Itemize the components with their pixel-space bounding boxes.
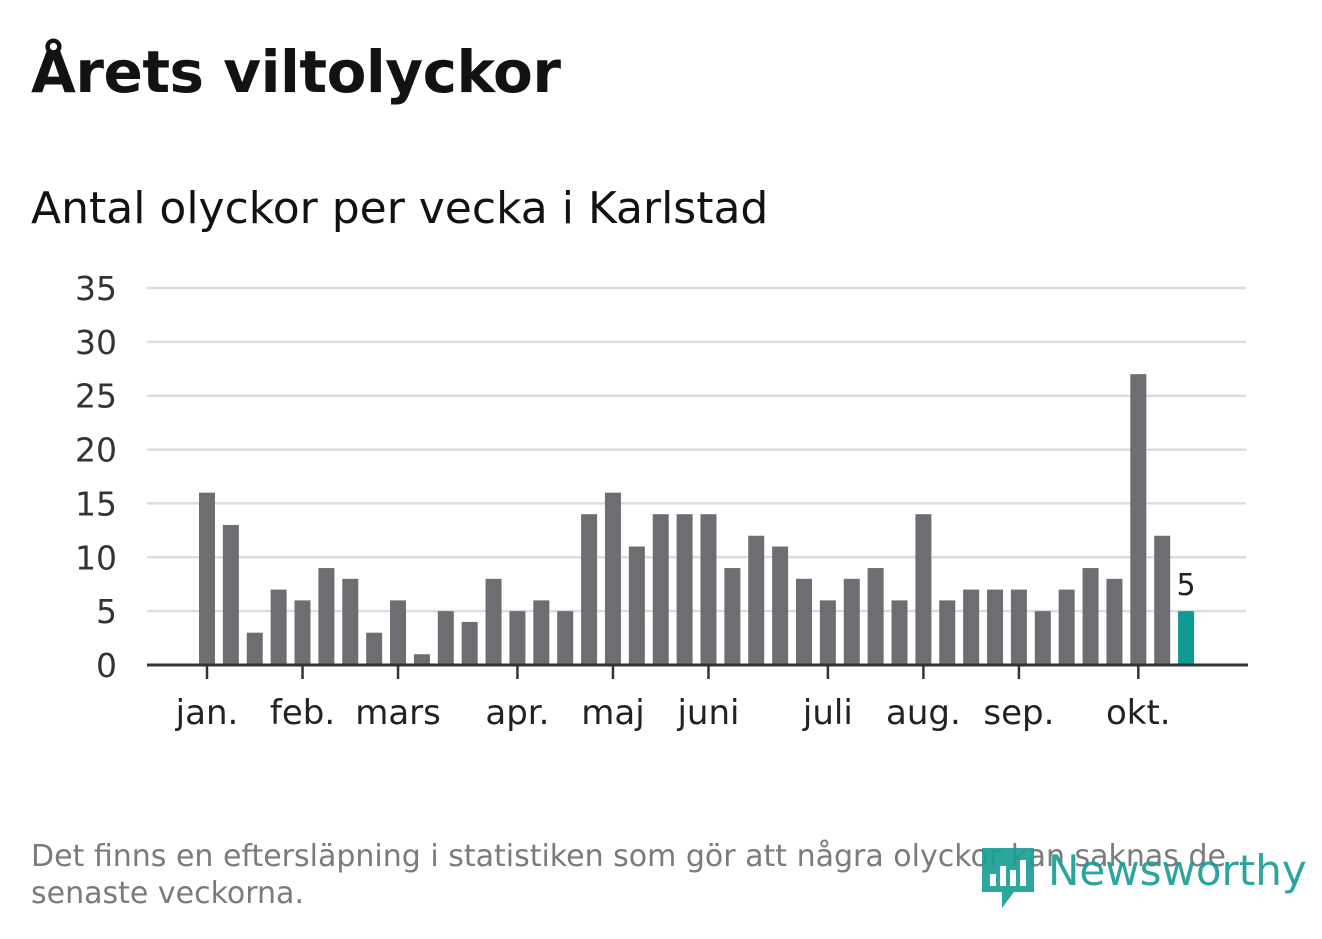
bar <box>867 568 884 665</box>
x-tick-label: sep. <box>983 693 1054 733</box>
bar <box>652 514 669 665</box>
x-tick-label: juli <box>802 693 853 733</box>
bar <box>1010 589 1027 665</box>
y-tick-label: 25 <box>75 377 117 416</box>
bar <box>509 611 526 665</box>
bar <box>390 600 407 665</box>
x-axis-ticks: jan. feb. mars apr. maj juni juli aug. sep. okt. <box>175 665 1171 733</box>
x-tick-label: apr. <box>485 693 549 733</box>
y-tick-label: 30 <box>75 323 117 362</box>
bar-highlight <box>1178 611 1195 665</box>
bar <box>318 568 335 665</box>
y-tick-label: 20 <box>75 431 117 470</box>
bar <box>819 600 836 665</box>
bar <box>963 589 980 665</box>
bar <box>1130 374 1147 665</box>
brand-name: Newsworthy <box>1048 846 1307 895</box>
bar <box>294 600 311 665</box>
bar <box>366 632 383 665</box>
bar <box>533 600 550 665</box>
bar <box>557 611 574 665</box>
y-tick-label: 10 <box>75 538 117 577</box>
y-tick-label: 35 <box>75 269 117 308</box>
newsworthy-logo-icon <box>982 848 1034 908</box>
y-tick-label: 15 <box>75 484 117 523</box>
x-tick-label: okt. <box>1106 693 1171 733</box>
bar <box>1058 589 1075 665</box>
x-tick-label: maj <box>581 693 644 733</box>
bar <box>843 578 860 665</box>
bar <box>1154 535 1171 665</box>
y-tick-label: 0 <box>96 646 117 685</box>
bar <box>222 524 239 665</box>
bar <box>342 578 359 665</box>
bar <box>485 578 502 665</box>
gridlines <box>147 286 1246 613</box>
bar <box>748 535 765 665</box>
y-axis-ticks: 0 5 10 15 20 25 30 35 <box>75 269 117 685</box>
bar <box>796 578 812 665</box>
data-labels: 5 <box>1177 568 1196 603</box>
x-tick-label: jan. <box>175 693 239 733</box>
chart-title: Årets viltolyckor <box>31 38 561 106</box>
bar <box>628 546 645 665</box>
x-tick-label: mars <box>355 693 441 733</box>
x-tick-label: juni <box>676 693 739 733</box>
bar <box>891 600 908 665</box>
bar <box>1106 578 1123 665</box>
bar <box>772 546 789 665</box>
bar <box>413 654 430 665</box>
bar <box>270 589 287 665</box>
data-label: 5 <box>1177 568 1196 603</box>
bar <box>700 514 717 665</box>
bars <box>199 374 1195 665</box>
bar <box>676 514 693 665</box>
chart-subtitle: Antal olyckor per vecka i Karlstad <box>31 183 769 234</box>
bar <box>939 600 956 665</box>
bar <box>581 514 598 665</box>
bar <box>437 611 454 665</box>
bar <box>246 632 263 665</box>
bar <box>199 492 215 665</box>
bar <box>1082 568 1099 665</box>
x-tick-label: feb. <box>270 693 335 733</box>
bar <box>461 621 478 665</box>
bar <box>604 492 621 665</box>
bar <box>724 568 741 665</box>
x-tick-label: aug. <box>886 693 961 733</box>
y-tick-label: 5 <box>96 592 117 631</box>
bar-chart: 0 5 10 15 20 25 30 35 jan. feb. mars apr. maj juni ju… <box>75 269 1248 733</box>
bar <box>1034 611 1051 665</box>
bar <box>915 514 932 665</box>
bar <box>987 589 1004 665</box>
